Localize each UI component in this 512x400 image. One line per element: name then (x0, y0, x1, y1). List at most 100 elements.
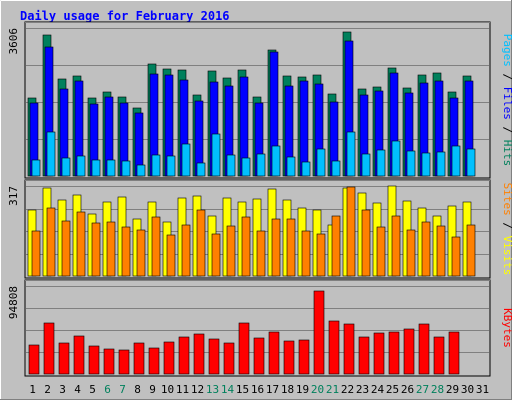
bar-sites-day-20 (316, 233, 326, 277)
legend-part: / (501, 120, 512, 140)
day-label-20: 20 (311, 383, 324, 396)
bar-pages-day-9 (151, 154, 161, 177)
bar-sites-day-13 (211, 233, 221, 277)
bar-kbytes-day-6 (103, 348, 115, 375)
bar-pages-day-8 (136, 164, 146, 177)
day-label-7: 7 (119, 383, 126, 396)
bar-pages-day-4 (76, 155, 86, 177)
bar-kbytes-day-7 (118, 349, 130, 375)
bar-sites-day-16 (256, 230, 266, 277)
chart-panels: 3606 Pages / Files / Hits 317 Sites / Visit… (7, 21, 512, 377)
bar-kbytes-day-14 (223, 342, 235, 375)
day-label-23: 23 (356, 383, 369, 396)
bar-sites-day-30 (466, 224, 476, 277)
bar-sites-day-17 (271, 218, 281, 277)
day-label-21: 21 (326, 383, 339, 396)
bar-sites-day-26 (406, 229, 416, 277)
bar-sites-day-11 (181, 224, 191, 277)
day-label-18: 18 (281, 383, 294, 396)
bar-sites-day-4 (76, 211, 86, 277)
bar-kbytes-day-15 (238, 322, 250, 375)
bar-kbytes-day-28 (433, 336, 445, 375)
legend-part: / (501, 67, 512, 87)
bar-kbytes-day-5 (88, 345, 100, 375)
day-label-15: 15 (236, 383, 249, 396)
day-label-28: 28 (431, 383, 444, 396)
bar-pages-day-25 (391, 140, 401, 177)
y-max-label: 94808 (7, 286, 20, 319)
day-label-14: 14 (221, 383, 235, 396)
bar-sites-day-18 (286, 218, 296, 277)
legend-part: Files (501, 87, 512, 120)
y-max-label: 317 (7, 186, 20, 206)
legend-part: Pages (501, 34, 512, 67)
bar-sites-day-2 (46, 207, 56, 277)
panel-3: 94808 KBytes (7, 279, 512, 377)
bar-sites-day-27 (421, 221, 431, 277)
bar-kbytes-day-12 (193, 333, 205, 375)
bar-kbytes-day-23 (358, 336, 370, 375)
bar-sites-day-15 (241, 216, 251, 277)
bar-pages-day-20 (316, 148, 326, 177)
bar-kbytes-day-10 (163, 341, 175, 375)
day-label-31: 31 (476, 383, 489, 396)
panel-2: 317 Sites / Visits (7, 179, 512, 279)
bar-pages-day-30 (466, 148, 476, 177)
series-pages (31, 131, 476, 177)
legend-part: Sites (501, 183, 512, 216)
series-sites (31, 186, 476, 277)
bar-sites-day-5 (91, 222, 101, 277)
bar-pages-day-21 (331, 160, 341, 177)
bar-pages-day-1 (31, 159, 41, 177)
day-label-4: 4 (74, 383, 81, 396)
bar-pages-day-10 (166, 155, 176, 177)
bar-sites-day-8 (136, 229, 146, 277)
bar-kbytes-day-16 (253, 337, 265, 375)
day-label-16: 16 (251, 383, 264, 396)
bar-sites-day-23 (361, 209, 371, 277)
bar-kbytes-day-20 (313, 290, 325, 375)
bar-pages-day-12 (196, 162, 206, 177)
bar-kbytes-day-8 (133, 342, 145, 375)
day-label-6: 6 (104, 383, 111, 396)
day-label-2: 2 (44, 383, 51, 396)
bar-kbytes-day-22 (343, 323, 355, 375)
bar-pages-day-2 (46, 131, 56, 177)
x-axis-day-labels: 1 2 3 4 5 6 7 8 9 10 11 12 13 14 15 16 17 18 19 20 21 22 23 24 2… (29, 383, 489, 396)
bar-pages-day-24 (376, 149, 386, 177)
bar-kbytes-day-17 (268, 331, 280, 375)
bar-pages-day-5 (91, 159, 101, 177)
legend-part: Visits (501, 236, 512, 276)
bar-pages-day-15 (241, 157, 251, 177)
bar-pages-day-14 (226, 154, 236, 177)
day-label-11: 11 (176, 383, 189, 396)
bar-sites-day-25 (391, 215, 401, 277)
bar-pages-day-17 (271, 145, 281, 177)
day-label-27: 27 (416, 383, 429, 396)
bar-sites-day-12 (196, 209, 206, 277)
bar-kbytes-day-9 (148, 347, 160, 375)
bar-sites-day-3 (61, 220, 71, 277)
bar-pages-day-23 (361, 153, 371, 177)
bar-kbytes-day-21 (328, 320, 340, 375)
series-files (29, 40, 474, 177)
bar-pages-day-16 (256, 153, 266, 177)
bar-pages-day-18 (286, 156, 296, 177)
bar-sites-day-22 (346, 186, 356, 277)
bar-sites-day-1 (31, 230, 41, 277)
day-label-17: 17 (266, 383, 279, 396)
day-label-24: 24 (371, 383, 385, 396)
bar-kbytes-day-19 (298, 339, 310, 375)
bar-pages-day-19 (301, 161, 311, 177)
day-label-25: 25 (386, 383, 399, 396)
bar-sites-day-19 (301, 230, 311, 277)
bar-kbytes-day-4 (73, 335, 85, 375)
day-label-26: 26 (401, 383, 414, 396)
bar-sites-day-28 (436, 225, 446, 277)
legend-part: KBytes (501, 308, 512, 348)
bar-sites-day-10 (166, 234, 176, 277)
bar-pages-day-27 (421, 152, 431, 177)
day-label-19: 19 (296, 383, 309, 396)
bar-pages-day-28 (436, 151, 446, 177)
bar-sites-day-14 (226, 225, 236, 277)
